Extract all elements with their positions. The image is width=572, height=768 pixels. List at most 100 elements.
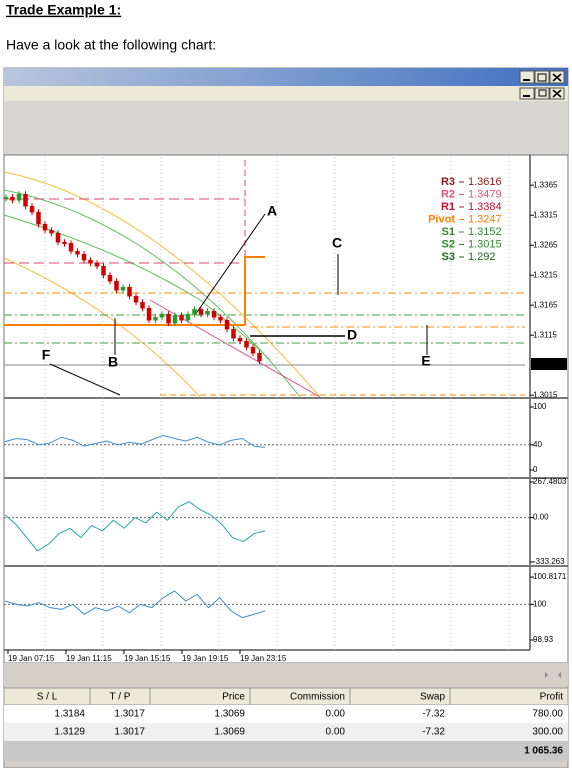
annotation: C [332, 235, 342, 251]
annotation: E [421, 353, 430, 369]
x-tick-label: 19 Jan 23:15 [240, 654, 287, 663]
table-row [4, 723, 568, 741]
table-cell: 1.3184 [54, 709, 85, 720]
candle-body [179, 315, 184, 321]
x-tick-label: 19 Jan 11:15 [66, 654, 112, 663]
x-tick-label: 19 Jan 19:15 [182, 654, 229, 663]
y-tick-label: 1.3115 [533, 330, 557, 339]
candle-body [244, 340, 249, 348]
candle-body [23, 193, 28, 207]
y-tick-label: 100.8171 [533, 572, 567, 581]
y-tick-label: 100 [533, 402, 547, 411]
y-tick-label: 40 [533, 440, 542, 449]
table-header [3, 687, 569, 706]
candle-body [68, 243, 74, 252]
table-cell: 1.3069 [214, 727, 245, 738]
table-cell: -7.32 [422, 709, 445, 720]
candle-body [250, 346, 256, 354]
pivot-value: 1.292 [468, 251, 496, 263]
candle-body [49, 229, 54, 234]
terminal-bar [4, 663, 568, 686]
candle-body [192, 309, 197, 315]
candle-body [94, 262, 100, 267]
annotation: B [108, 354, 118, 370]
column-header: Price [222, 692, 245, 703]
pivot-value: 1.3247 [468, 213, 502, 225]
candle-body [198, 309, 204, 315]
candle-body [237, 337, 243, 342]
candle-body [16, 193, 22, 201]
candle-body [3, 196, 9, 199]
candle-body [88, 259, 93, 264]
candle-body [42, 223, 48, 231]
candle-body [231, 328, 236, 339]
candle-body [211, 310, 217, 318]
toolbar [4, 101, 568, 155]
indicator-line [4, 501, 266, 552]
table-row [4, 705, 568, 723]
candle-body [205, 310, 210, 315]
table-cell: 1.3017 [114, 727, 145, 738]
candle-body [107, 274, 113, 282]
column-header: Profit [540, 692, 564, 703]
pivot-value: 1.3479 [468, 188, 502, 200]
candle-body [257, 352, 262, 362]
candle-body [166, 313, 171, 324]
title-buttons[interactable] [519, 70, 565, 84]
candle-body [55, 232, 61, 243]
y-tick-label: 1.3165 [533, 300, 558, 309]
table-cell: 780.00 [532, 709, 563, 720]
candle-body [159, 313, 165, 318]
column-header: T / P [110, 692, 131, 703]
overlays [3, 160, 525, 398]
pivot-name: S2 [442, 238, 455, 250]
column-header: Commission [290, 692, 345, 703]
y-tick-label: -333.263 [533, 557, 565, 566]
pivot-value: 1.3152 [468, 226, 502, 238]
y-tick-label: 0.00 [533, 513, 549, 522]
pivot-name: S1 [442, 226, 455, 238]
x-tick-label: 19 Jan 07:15 [8, 654, 55, 663]
title-bar [4, 68, 568, 86]
table-cell: 0.00 [326, 709, 346, 720]
table-cell: 0.00 [326, 727, 346, 738]
table-cell: 1.3069 [214, 709, 245, 720]
candle-body [101, 265, 106, 276]
candle-body [146, 307, 152, 321]
candle-body [224, 319, 230, 330]
candle-body [127, 286, 132, 297]
y-tick-label: 1.3265 [533, 240, 558, 249]
x-tick-label: 19 Jan 15:15 [124, 654, 171, 663]
current-price-box [531, 358, 567, 370]
chart-area [3, 154, 569, 664]
intro: Have a look at the following chart: [6, 37, 216, 53]
y-tick-label: 1.3015 [533, 390, 558, 399]
pivot-name: Pivot [428, 213, 455, 225]
pivot-value: 1.3616 [468, 176, 502, 188]
candle-body [140, 301, 145, 309]
column-header: S / L [37, 692, 58, 703]
candle-body [10, 196, 15, 201]
pivot-name: R1 [441, 201, 455, 213]
annotation: F [42, 347, 51, 363]
candle-body [218, 316, 223, 321]
menu-bar [4, 86, 568, 101]
pivot-name: R2 [441, 188, 455, 200]
child-buttons[interactable] [519, 87, 565, 100]
candle-body [29, 205, 35, 213]
table-total: 1 065.36 [524, 746, 563, 757]
y-tick-label: 98.93 [533, 635, 554, 644]
table-cell: -7.32 [422, 727, 445, 738]
pivot-name: S3 [442, 251, 455, 263]
current-price-label: 1.3067 [533, 359, 558, 368]
candle-body [75, 250, 80, 255]
candle-body [62, 241, 67, 244]
pivot-value: 1.3384 [468, 201, 502, 213]
candle-body [114, 280, 119, 291]
candle-body [185, 313, 191, 321]
indicator-line [4, 590, 266, 619]
candle-body [172, 315, 178, 324]
y-tick-label: 0 [533, 465, 538, 474]
y-tick-label: 1.3365 [533, 180, 558, 189]
